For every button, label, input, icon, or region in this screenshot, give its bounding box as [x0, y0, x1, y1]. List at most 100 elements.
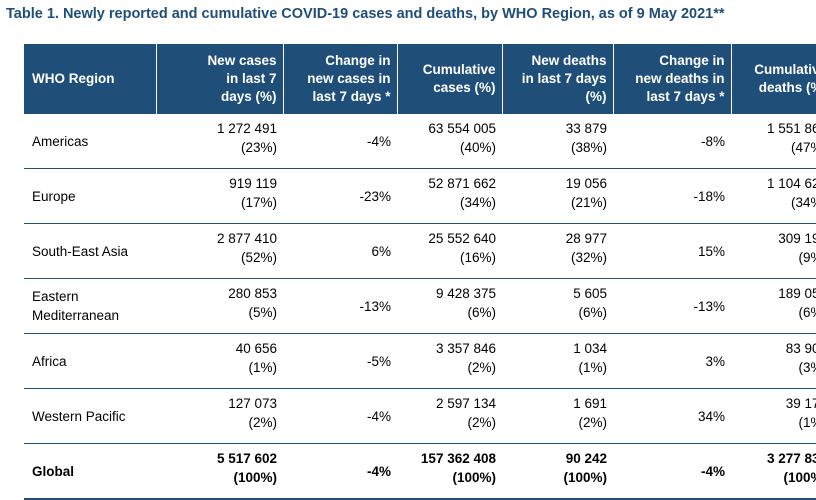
cell-cumulative-cases: 9 428 375(6%) [397, 279, 502, 334]
cell-value: 19 056 [508, 174, 607, 193]
cell-new-deaths: 1 691(2%) [502, 389, 613, 444]
cell-percent: (34%) [737, 193, 816, 212]
cell-change-deaths: -13% [613, 279, 731, 334]
cell-percent: (6%) [403, 303, 496, 322]
cell-change-deaths: 34% [613, 389, 731, 444]
cell-change-deaths: -18% [613, 169, 731, 224]
header-who-region: WHO Region [24, 44, 156, 114]
cell-value: 280 853 [162, 284, 277, 303]
header-line: Change in [290, 52, 391, 70]
cell-percent: (6%) [508, 303, 607, 322]
cell-value: 1 551 860 [737, 119, 816, 138]
cell-value: 5 605 [508, 284, 607, 303]
cell-change-cases: -23% [283, 169, 397, 224]
cell-value: 2 877 410 [162, 229, 277, 248]
cell-percent: (100%) [162, 468, 277, 487]
cell-cumulative-cases: 52 871 662(34%) [397, 169, 502, 224]
header-row: WHO Region New cases in last 7 days (%) … [24, 44, 816, 114]
cell-region-line: Eastern [32, 287, 150, 306]
cell-new-cases: 40 656(1%) [156, 334, 283, 389]
cell-value: 28 977 [508, 229, 607, 248]
cell-value: 83 904 [737, 339, 816, 358]
header-line: Change in [620, 52, 725, 70]
header-line: Cumulative [404, 61, 496, 79]
cell-percent: (32%) [508, 248, 607, 267]
cell-percent: (52%) [162, 248, 277, 267]
header-change-cases: Change in new cases in last 7 days * [283, 44, 397, 114]
header-line: Cumulative [738, 61, 816, 79]
cell-value: 90 242 [508, 449, 607, 468]
cell-change-cases: -4% [283, 444, 397, 500]
cell-value: 9 428 375 [403, 284, 496, 303]
cell-value: 1 034 [508, 339, 607, 358]
cell-new-deaths: 90 242(100%) [502, 444, 613, 500]
cell-value: 3 357 846 [403, 339, 496, 358]
covid-region-table: WHO Region New cases in last 7 days (%) … [24, 44, 816, 500]
header-new-deaths: New deaths in last 7 days (%) [502, 44, 613, 114]
cell-percent: (38%) [508, 138, 607, 157]
cell-cumulative-deaths: 1 551 860(47%) [731, 114, 816, 169]
cell-cumulative-cases: 63 554 005(40%) [397, 114, 502, 169]
cell-new-cases: 1 272 491(23%) [156, 114, 283, 169]
cell-change-deaths: -4% [613, 444, 731, 500]
cell-percent: (100%) [403, 468, 496, 487]
cell-value: 3 277 834 [737, 449, 816, 468]
cell-percent: (34%) [403, 193, 496, 212]
cell-percent: (21%) [508, 193, 607, 212]
cell-change-cases: -4% [283, 114, 397, 169]
header-line: last 7 days * [290, 88, 391, 106]
table-row-global: Global 5 517 602(100%) -4% 157 362 408(1… [24, 444, 816, 500]
cell-change-deaths: 15% [613, 224, 731, 279]
header-cumulative-deaths: Cumulative deaths (%) [731, 44, 816, 114]
cell-change-cases: 6% [283, 224, 397, 279]
header-new-cases: New cases in last 7 days (%) [156, 44, 283, 114]
header-line: New cases [163, 52, 277, 70]
cell-percent: (100%) [508, 468, 607, 487]
header-line: (%) [509, 88, 607, 106]
cell-percent: (5%) [162, 303, 277, 322]
table-row: Africa 40 656(1%) -5% 3 357 846(2%) 1 03… [24, 334, 816, 389]
table-row: Americas 1 272 491(23%) -4% 63 554 005(4… [24, 114, 816, 169]
cell-cumulative-cases: 25 552 640(16%) [397, 224, 502, 279]
table-row: South-East Asia 2 877 410(52%) 6% 25 552… [24, 224, 816, 279]
cell-new-deaths: 5 605(6%) [502, 279, 613, 334]
cell-change-deaths: 3% [613, 334, 731, 389]
cell-new-cases: 2 877 410(52%) [156, 224, 283, 279]
cell-value: 1 104 629 [737, 174, 816, 193]
cell-value: 157 362 408 [403, 449, 496, 468]
cell-change-cases: -5% [283, 334, 397, 389]
cell-cumulative-cases: 3 357 846(2%) [397, 334, 502, 389]
cell-new-cases: 919 119(17%) [156, 169, 283, 224]
cell-region-line: Mediterranean [32, 306, 150, 325]
cell-percent: (9%) [737, 248, 816, 267]
header-change-deaths: Change in new deaths in last 7 days * [613, 44, 731, 114]
table-row: Western Pacific 127 073(2%) -4% 2 597 13… [24, 389, 816, 444]
cell-region: South-East Asia [24, 224, 156, 279]
cell-value: 1 691 [508, 394, 607, 413]
cell-region: Africa [24, 334, 156, 389]
header-line: deaths (%) [738, 79, 816, 97]
cell-value: 52 871 662 [403, 174, 496, 193]
cell-value: 1 272 491 [162, 119, 277, 138]
cell-percent: (1%) [162, 358, 277, 377]
header-line: in last 7 [163, 70, 277, 88]
cell-percent: (1%) [508, 358, 607, 377]
table-row: Europe 919 119(17%) -23% 52 871 662(34%)… [24, 169, 816, 224]
cell-region: Americas [24, 114, 156, 169]
cell-percent: (16%) [403, 248, 496, 267]
cell-region: Global [24, 444, 156, 500]
header-line: cases (%) [404, 79, 496, 97]
cell-percent: (40%) [403, 138, 496, 157]
cell-value: 5 517 602 [162, 449, 277, 468]
cell-cumulative-deaths: 309 197(9%) [731, 224, 816, 279]
cell-value: 919 119 [162, 174, 277, 193]
cell-percent: (2%) [162, 413, 277, 432]
cell-value: 309 197 [737, 229, 816, 248]
cell-cumulative-deaths: 39 179(1%) [731, 389, 816, 444]
header-line: in last 7 days [509, 70, 607, 88]
cell-value: 25 552 640 [403, 229, 496, 248]
cell-value: 40 656 [162, 339, 277, 358]
cell-new-deaths: 19 056(21%) [502, 169, 613, 224]
cell-region: Western Pacific [24, 389, 156, 444]
